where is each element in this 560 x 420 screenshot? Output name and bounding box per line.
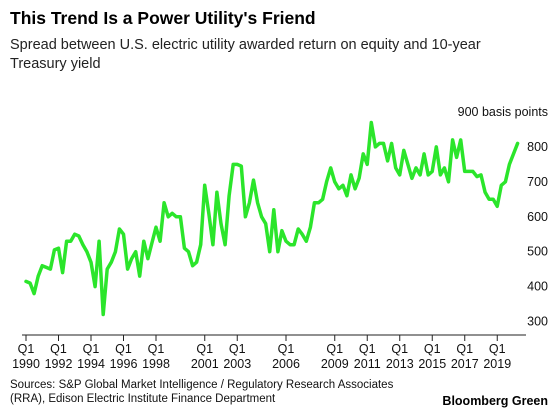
x-tick-quarter: Q1 (359, 342, 376, 356)
x-tick-quarter: Q1 (18, 342, 35, 356)
x-tick-year: 1990 (12, 357, 40, 371)
y-tick-label: 700 (527, 175, 548, 189)
x-tick-quarter: Q1 (115, 342, 132, 356)
x-tick-quarter: Q1 (456, 342, 473, 356)
x-tick-year: 2001 (191, 357, 219, 371)
x-tick-year: 2013 (386, 357, 414, 371)
chart-title: This Trend Is a Power Utility's Friend (10, 8, 316, 28)
x-tick-year: 1994 (77, 357, 105, 371)
x-tick-quarter: Q1 (278, 342, 295, 356)
brand-logo: Bloomberg Green (442, 394, 548, 408)
x-tick-quarter: Q1 (148, 342, 165, 356)
source-note: Sources: S&P Global Market Intelligence … (10, 379, 394, 405)
x-tick-quarter: Q1 (424, 342, 441, 356)
x-tick-quarter: Q1 (50, 342, 67, 356)
x-tick-year: 1992 (45, 357, 73, 371)
x-tick-quarter: Q1 (391, 342, 408, 356)
y-unit-label: 900 basis points (458, 105, 548, 119)
x-tick-year: 2009 (321, 357, 349, 371)
x-tick-year: 2011 (354, 357, 381, 371)
series-line-0 (24, 120, 520, 317)
x-tick-year: 2017 (451, 357, 479, 371)
x-tick-year: 1996 (110, 357, 138, 371)
x-tick-year: 2006 (272, 357, 300, 371)
x-tick-quarter: Q1 (326, 342, 343, 356)
y-tick-label: 600 (527, 210, 548, 224)
x-tick-quarter: Q1 (489, 342, 506, 356)
y-tick-label: 300 (527, 315, 548, 329)
chart-subtitle: Spread between U.S. electric utility awa… (10, 37, 481, 72)
y-tick-label: 500 (527, 245, 548, 259)
x-tick-quarter: Q1 (196, 342, 213, 356)
x-tick-year: 2019 (483, 357, 511, 371)
x-tick-quarter: Q1 (229, 342, 246, 356)
x-tick-year: 1998 (142, 357, 170, 371)
y-tick-label: 800 (527, 140, 548, 154)
y-tick-label: 400 (527, 280, 548, 294)
x-tick-quarter: Q1 (83, 342, 100, 356)
x-tick-year: 2015 (418, 357, 446, 371)
x-tick-year: 2003 (223, 357, 251, 371)
